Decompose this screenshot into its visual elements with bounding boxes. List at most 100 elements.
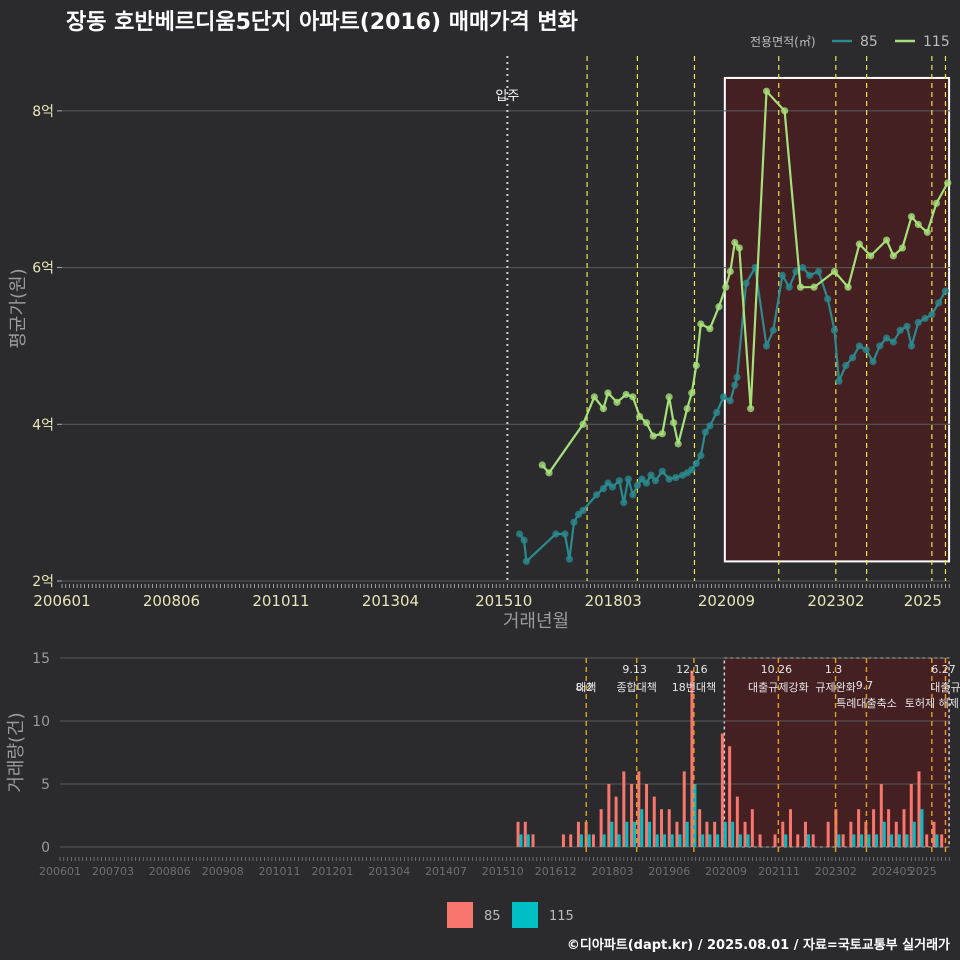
volume-x-tick-label: 200703: [92, 865, 134, 878]
volume-bar-115: [663, 834, 667, 847]
volume-bar-85: [630, 784, 634, 847]
data-point-115: [932, 199, 941, 207]
volume-x-tick-label: 2025: [909, 865, 937, 878]
volume-legend-swatch-85: [447, 902, 473, 928]
volume-bar-85: [781, 821, 785, 847]
volume-x-tick-label: 201201: [311, 865, 353, 878]
x-axis-title: 거래년월: [503, 611, 569, 632]
y-tick-label: 8억: [32, 104, 54, 120]
data-point-85: [522, 557, 530, 566]
page-title: 장동 호반베르디움5단지 아파트(2016) 매매가격 변화: [66, 10, 578, 35]
volume-x-tick-label: 202405: [871, 865, 913, 878]
volume-x-tick-label: 200908: [202, 865, 244, 878]
volume-bar-85: [872, 809, 876, 847]
volume-bar-85: [728, 746, 732, 847]
volume-bar-115: [897, 834, 901, 847]
data-point-85: [815, 267, 823, 276]
data-point-115: [599, 405, 608, 413]
volume-bar-115: [912, 821, 916, 847]
data-point-115: [642, 419, 651, 427]
volume-bar-85: [645, 784, 649, 847]
volume-bar-85: [834, 809, 838, 847]
data-point-115: [898, 244, 907, 252]
price-chart: 2억 4억 6억 8억 200601 200806 201011 201304 201510 20…: [8, 34, 952, 632]
data-point-85: [726, 397, 734, 405]
volume-bar-85: [675, 821, 679, 847]
x-tick-label: 201011: [252, 592, 309, 610]
volume-bar-115: [716, 834, 720, 847]
y-tick-label: 4억: [32, 417, 54, 433]
data-point-115: [844, 283, 852, 291]
volume-bar-115: [806, 834, 810, 847]
data-point-85: [672, 473, 680, 482]
policy-date-label: 9.13: [622, 663, 647, 676]
data-point-85: [830, 326, 839, 334]
volume-x-tick-label: 201011: [258, 865, 300, 878]
legend-label-115: 115: [923, 34, 950, 50]
policy-event-label: 대출규제강화: [748, 681, 809, 694]
x-tick-label: 201803: [585, 592, 642, 610]
data-point-115: [538, 461, 546, 469]
volume-bar-85: [516, 821, 520, 847]
volume-bar-85: [735, 796, 739, 847]
volume-bar-85: [750, 809, 754, 847]
volume-bar-85: [561, 834, 565, 847]
data-point-115: [923, 228, 931, 236]
volume-bar-115: [519, 834, 523, 847]
data-point-85: [855, 342, 863, 350]
data-point-115: [688, 389, 696, 397]
policy-event-label: 18번대책: [672, 681, 716, 694]
volume-bar-85: [902, 809, 906, 847]
volume-x-tick-label: 202111: [758, 865, 800, 878]
move-in-label: 입주: [495, 89, 519, 104]
data-point-85: [792, 267, 800, 276]
data-point-85: [520, 536, 528, 544]
data-point-85: [842, 361, 850, 370]
volume-x-tick-label: 201407: [425, 865, 467, 878]
volume-x-tick-label: 201803: [591, 865, 633, 878]
data-point-115: [914, 220, 922, 229]
data-point-85: [647, 471, 655, 479]
volume-x-tick-label: 202009: [705, 865, 747, 878]
data-point-85: [862, 346, 870, 354]
volume-bar-85: [569, 834, 573, 847]
policy-event-label: 규제완화: [815, 681, 855, 694]
volume-x-tick-label: 201304: [368, 865, 410, 878]
data-point-85: [629, 491, 637, 499]
volume-bar-115: [701, 834, 705, 847]
volume-bar-85: [849, 821, 853, 847]
data-point-115: [781, 107, 789, 115]
data-point-85: [706, 422, 714, 430]
volume-bar-85: [773, 834, 777, 847]
volume-legend-label-85: 85: [484, 909, 501, 924]
volume-bar-115: [610, 821, 614, 847]
volume-bar-85: [743, 821, 747, 847]
x-tick-label: 200806: [143, 592, 200, 610]
data-point-115: [944, 179, 952, 187]
volume-bar-115: [670, 834, 674, 847]
data-point-115: [731, 238, 739, 247]
volume-y-tick-label: 0: [41, 840, 50, 856]
policy-date-label: 12.16: [676, 663, 708, 676]
footer-credit: ©디아파트(dapt.kr) / 2025.08.01 / 자료=국토교통부 실…: [566, 938, 950, 953]
data-point-85: [835, 377, 843, 385]
volume-bar-85: [576, 821, 580, 847]
data-point-85: [731, 381, 739, 389]
volume-bar-115: [860, 834, 864, 847]
data-point-115: [830, 267, 839, 276]
data-point-85: [565, 555, 574, 563]
data-point-115: [882, 236, 891, 244]
policy-event-label: 대출규: [930, 681, 960, 694]
volume-bar-85: [698, 809, 702, 847]
data-point-85: [579, 506, 587, 515]
data-point-85: [615, 477, 623, 485]
x-axis-ticks: [61, 584, 950, 588]
volume-bar-85: [864, 821, 868, 847]
data-point-115: [590, 393, 598, 401]
volume-bar-115: [905, 834, 909, 847]
volume-bar-115: [920, 809, 924, 847]
data-point-85: [882, 334, 891, 342]
data-point-115: [810, 283, 818, 291]
volume-legend-swatch-115: [512, 902, 538, 928]
